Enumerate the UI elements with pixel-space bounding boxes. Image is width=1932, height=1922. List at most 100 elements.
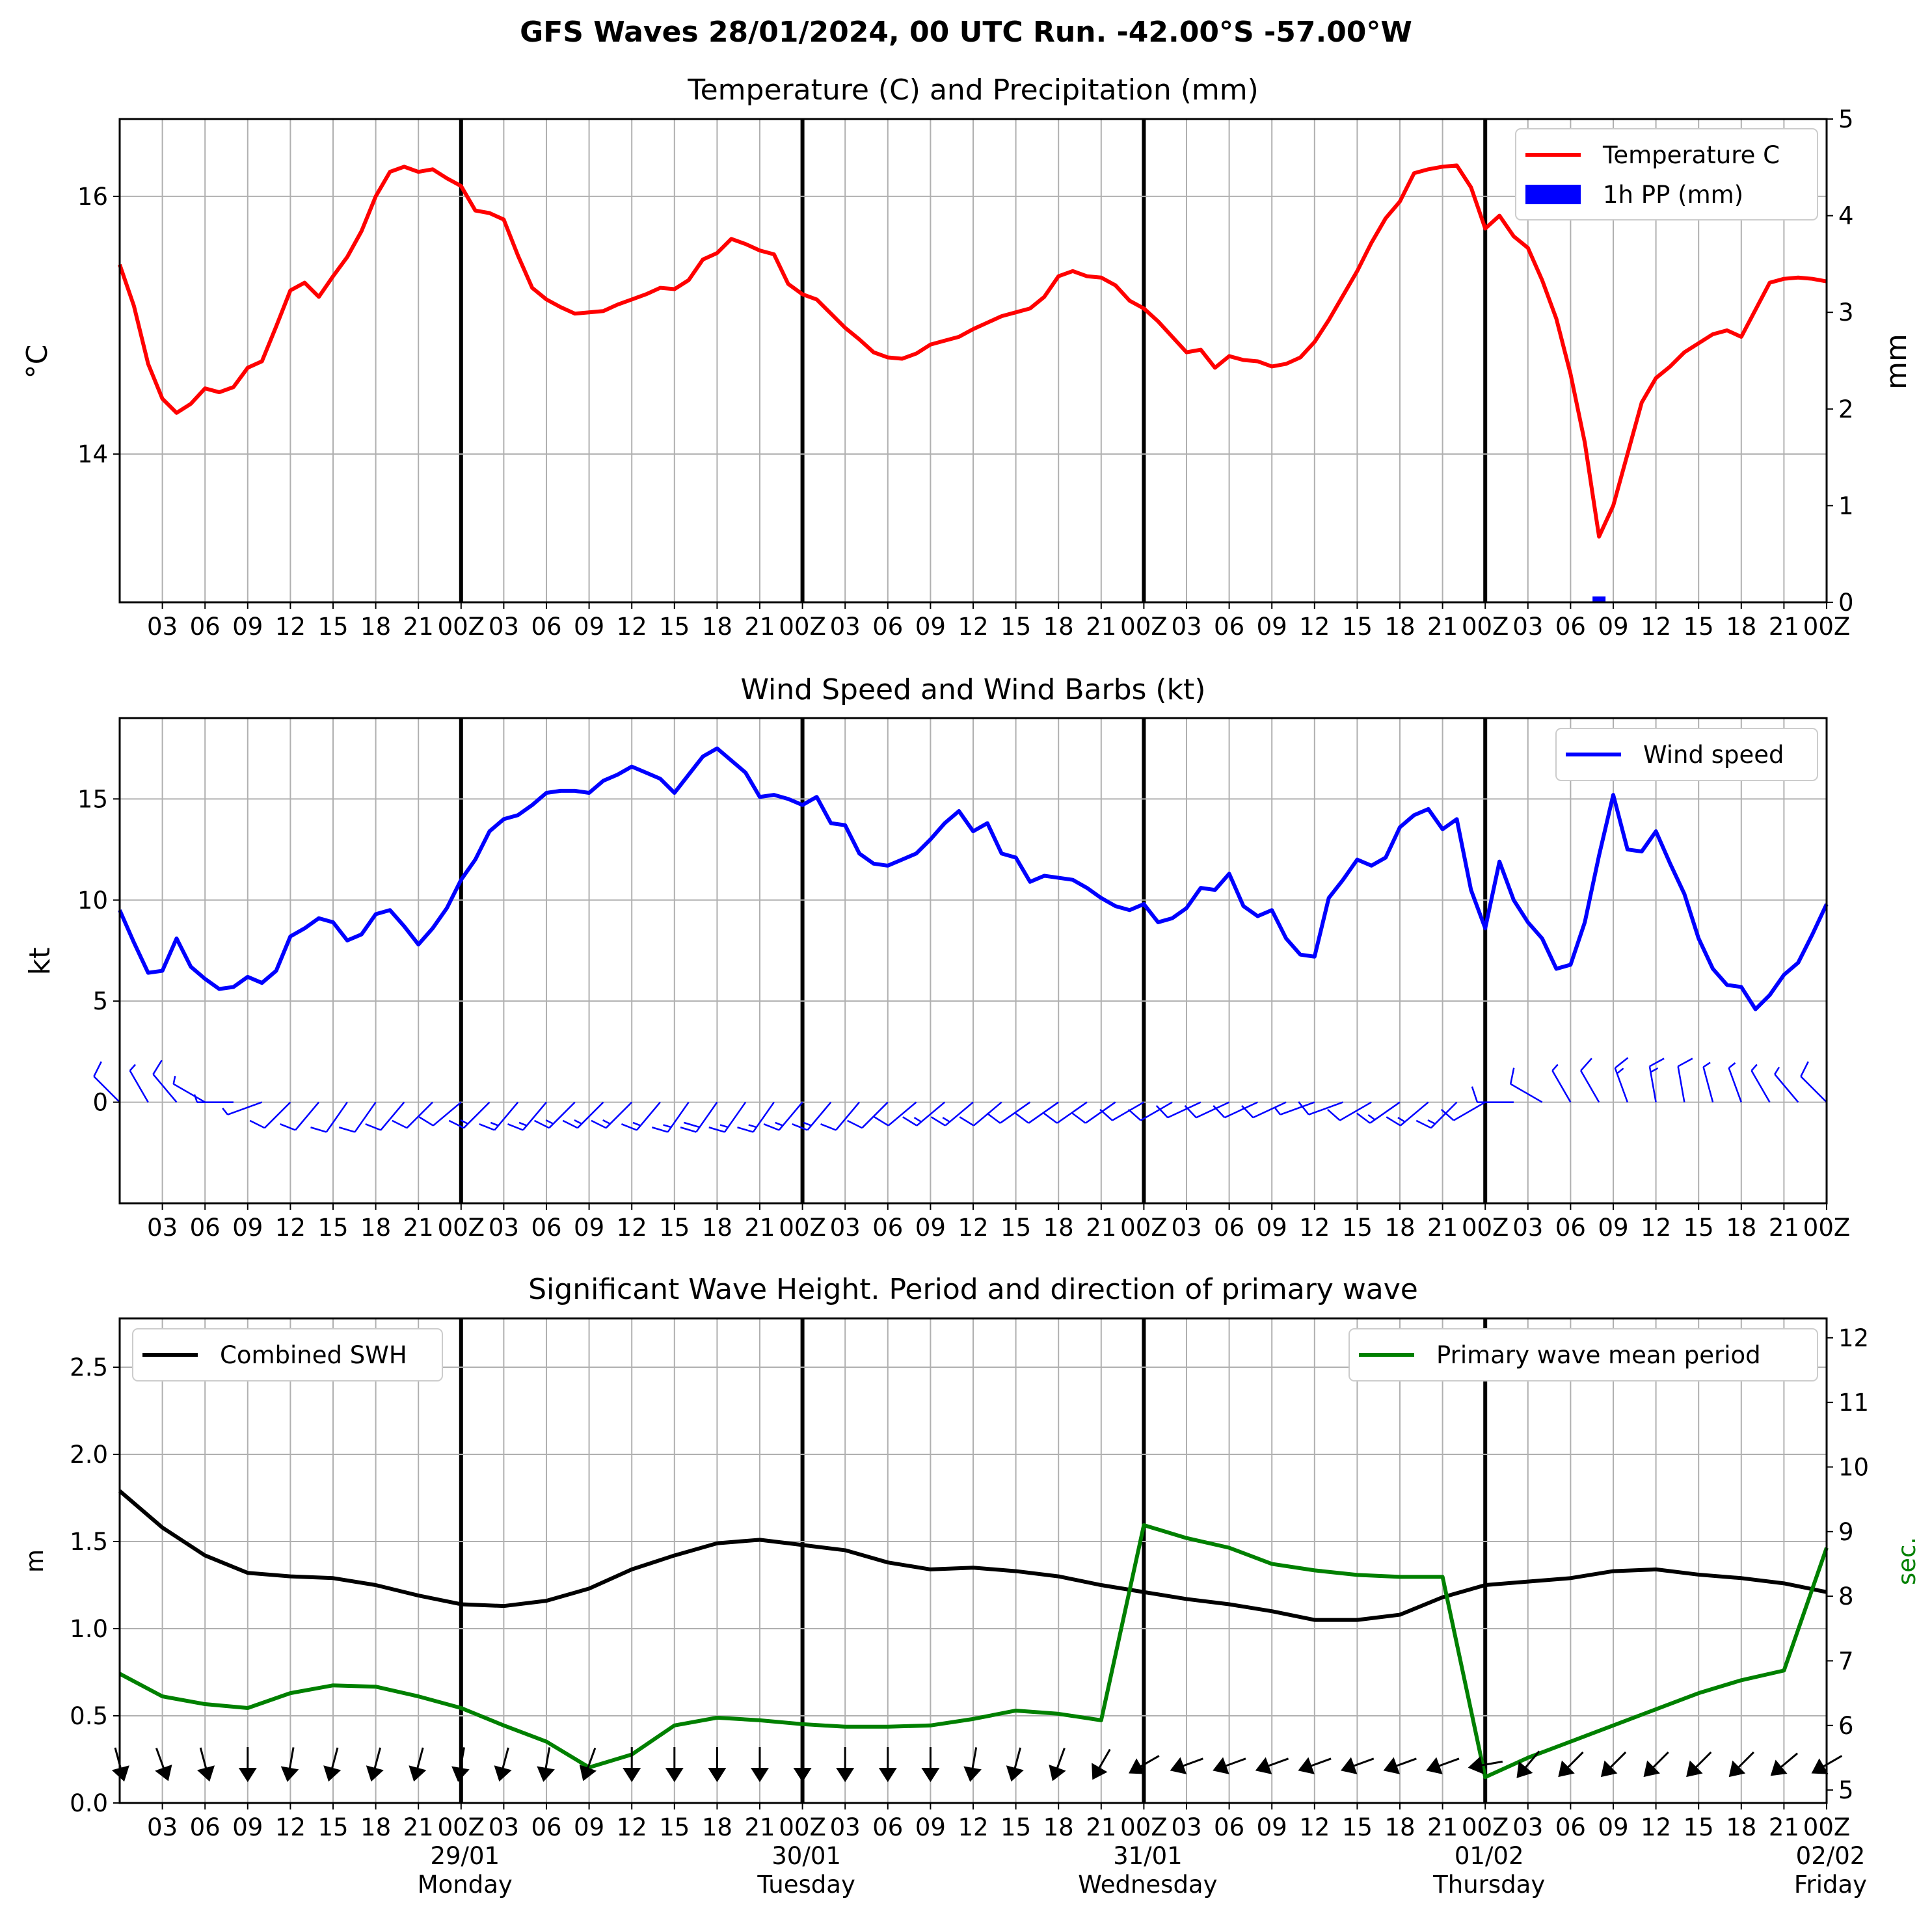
x-tick-label: 12 bbox=[1641, 1214, 1671, 1242]
x-tick-label: 21 bbox=[1427, 1214, 1458, 1242]
wind-barb bbox=[1551, 1063, 1572, 1103]
wave-direction-arrow-head bbox=[878, 1768, 897, 1783]
x-tick-label: 00Z bbox=[1803, 1214, 1850, 1242]
period-line bbox=[118, 1523, 1829, 1780]
y2-tick-label: 1 bbox=[1838, 492, 1854, 520]
wave-direction-arrow-head bbox=[1558, 1760, 1575, 1778]
y2-tick-label: 4 bbox=[1838, 202, 1854, 230]
wind-barb bbox=[1800, 1061, 1827, 1103]
wind-panel-title: Wind Speed and Wind Barbs (kt) bbox=[741, 673, 1206, 706]
x-tick-label: 21 bbox=[744, 1214, 775, 1242]
x-tick-label: 00Z bbox=[1120, 1214, 1167, 1242]
wave-y-axis-label: m bbox=[21, 1549, 49, 1573]
wind-barb bbox=[280, 1101, 320, 1131]
x-tick-label: 21 bbox=[1086, 613, 1116, 641]
wind-barb bbox=[193, 1094, 234, 1103]
wave-direction-arrow-head bbox=[1213, 1757, 1229, 1774]
wind-speed-line bbox=[118, 746, 1829, 1011]
wave-direction-arrow-head bbox=[1255, 1757, 1272, 1774]
wind-barb bbox=[986, 1101, 1031, 1124]
x-tick-label: 06 bbox=[190, 613, 221, 641]
temperature-line bbox=[118, 163, 1827, 539]
period-legend: Primary wave mean period bbox=[1348, 1328, 1818, 1381]
x-tick-label: 00Z bbox=[438, 1813, 485, 1841]
wind-barb bbox=[930, 1101, 974, 1127]
y-tick-label: 5 bbox=[92, 987, 108, 1015]
x-tick-label: 03 bbox=[1171, 613, 1201, 641]
wind-barb bbox=[222, 1101, 263, 1115]
x-tick-label: 00Z bbox=[1462, 1214, 1509, 1242]
wind-barb bbox=[249, 1101, 291, 1129]
x-tick-label: 00Z bbox=[1803, 1813, 1850, 1841]
wave-panel-title: Significant Wave Height. Period and dire… bbox=[528, 1273, 1418, 1306]
wave-direction-arrow-head bbox=[1383, 1757, 1401, 1774]
y2-tick-label: 2 bbox=[1838, 395, 1854, 423]
x-tick-label: 18 bbox=[1384, 613, 1415, 641]
wind-barb bbox=[680, 1101, 718, 1133]
x-tick-label: 15 bbox=[1684, 613, 1714, 641]
x-tick-label: 09 bbox=[1598, 1214, 1628, 1242]
x-tick-label: 09 bbox=[232, 1214, 263, 1242]
period-y-axis-label: sec. bbox=[1893, 1537, 1921, 1585]
x-tick-label: 18 bbox=[1726, 1214, 1756, 1242]
wind-barb bbox=[1274, 1101, 1315, 1115]
wave-direction-arrow-head bbox=[1129, 1758, 1146, 1774]
wind-barb bbox=[562, 1101, 604, 1129]
x-tick-label: 03 bbox=[489, 613, 519, 641]
y-tick-label: 2.0 bbox=[70, 1441, 108, 1469]
day-date-label: 30/01 bbox=[771, 1842, 841, 1870]
x-tick-label: 06 bbox=[1214, 1214, 1244, 1242]
wave-direction-arrow-head bbox=[1170, 1757, 1187, 1774]
wind-barb bbox=[1774, 1067, 1799, 1103]
wave-panel: Significant Wave Height. Period and dire… bbox=[21, 1273, 1921, 1899]
wind-barb bbox=[763, 1101, 803, 1131]
legend-wind-label: Wind speed bbox=[1643, 741, 1784, 769]
y-tick-label: 0 bbox=[92, 1089, 108, 1117]
x-tick-label: 12 bbox=[275, 1813, 306, 1841]
x-tick-label: 21 bbox=[1427, 613, 1458, 641]
x-tick-label: 18 bbox=[702, 613, 732, 641]
y-tick-label: 2.5 bbox=[70, 1354, 108, 1381]
x-tick-label: 09 bbox=[1257, 613, 1287, 641]
wind-barb bbox=[1614, 1057, 1629, 1103]
x-tick-label: 18 bbox=[1384, 1214, 1415, 1242]
x-tick-label: 09 bbox=[1598, 613, 1628, 641]
wave-direction-arrow-head bbox=[196, 1765, 215, 1782]
y2-tick-label: 11 bbox=[1838, 1389, 1869, 1417]
wave-direction-arrow-head bbox=[665, 1768, 684, 1783]
wind-barb bbox=[1241, 1101, 1287, 1119]
x-tick-label: 09 bbox=[1257, 1813, 1287, 1841]
wind-barb bbox=[1509, 1067, 1543, 1103]
x-tick-label: 09 bbox=[915, 1214, 946, 1242]
x-tick-label: 03 bbox=[830, 1214, 861, 1242]
x-tick-label: 15 bbox=[1342, 1214, 1373, 1242]
y2-tick-label: 8 bbox=[1838, 1582, 1854, 1610]
wind-barb bbox=[1751, 1063, 1771, 1103]
wind-barb bbox=[507, 1101, 547, 1131]
x-tick-label: 21 bbox=[1427, 1813, 1458, 1841]
wind-barb bbox=[902, 1101, 946, 1127]
wave-direction-arrow-head bbox=[238, 1768, 257, 1783]
y2-tick-label: 3 bbox=[1838, 299, 1854, 327]
x-tick-label: 00Z bbox=[1803, 613, 1850, 641]
wave-direction-arrow-head bbox=[409, 1765, 427, 1782]
x-tick-label: 09 bbox=[232, 613, 263, 641]
wind-barb bbox=[591, 1101, 633, 1129]
x-tick-label: 12 bbox=[617, 1813, 647, 1841]
x-tick-label: 12 bbox=[958, 613, 988, 641]
x-tick-label: 21 bbox=[403, 613, 434, 641]
x-tick-label: 09 bbox=[574, 1813, 604, 1841]
wave-direction-arrow-head bbox=[1092, 1763, 1108, 1780]
swh-legend: Combined SWH bbox=[132, 1328, 443, 1381]
x-tick-label: 15 bbox=[1342, 1813, 1373, 1841]
temperature-legend: Temperature C 1h PP (mm) bbox=[1515, 128, 1818, 220]
wind-barb bbox=[1071, 1101, 1116, 1124]
wave-direction-arrow-head bbox=[579, 1764, 597, 1782]
x-tick-label: 12 bbox=[1299, 1214, 1330, 1242]
x-tick-label: 06 bbox=[872, 1813, 903, 1841]
wave-direction-arrow-head bbox=[1770, 1759, 1788, 1776]
wave-direction-arrow-head bbox=[1686, 1760, 1703, 1778]
precip-y-axis-label: mm bbox=[1880, 334, 1913, 390]
y-tick-label: 0.5 bbox=[70, 1702, 108, 1730]
x-tick-label: 03 bbox=[489, 1813, 519, 1841]
